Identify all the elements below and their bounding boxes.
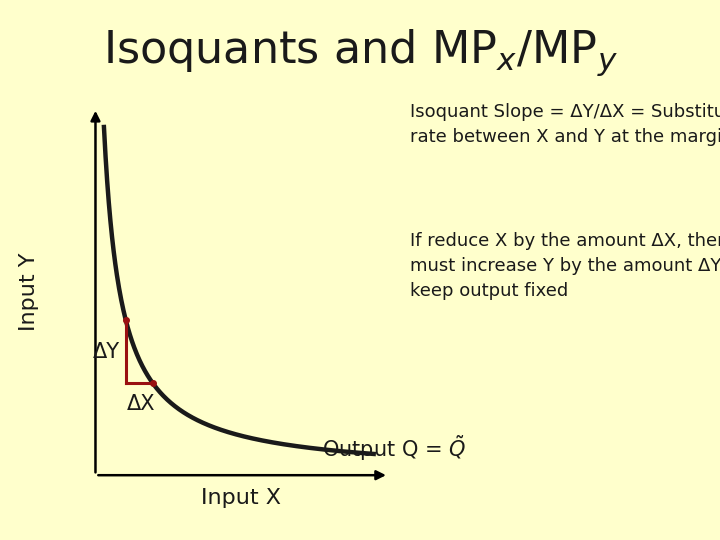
Text: Output Q = $\tilde{Q}$: Output Q = $\tilde{Q}$ xyxy=(323,433,467,463)
Text: Isoquants and MP$_x$/MP$_y$: Isoquants and MP$_x$/MP$_y$ xyxy=(103,27,617,78)
Text: ΔX: ΔX xyxy=(127,394,155,414)
Text: If reduce X by the amount ΔX, then
must increase Y by the amount ΔY to
keep outp: If reduce X by the amount ΔX, then must … xyxy=(410,232,720,300)
Text: Input X: Input X xyxy=(201,488,282,508)
Text: ΔY: ΔY xyxy=(93,342,120,362)
Text: Input Y: Input Y xyxy=(19,252,39,331)
Text: Isoquant Slope = ΔY/ΔX = Substitution
rate between X and Y at the margin.: Isoquant Slope = ΔY/ΔX = Substitution ra… xyxy=(410,103,720,146)
